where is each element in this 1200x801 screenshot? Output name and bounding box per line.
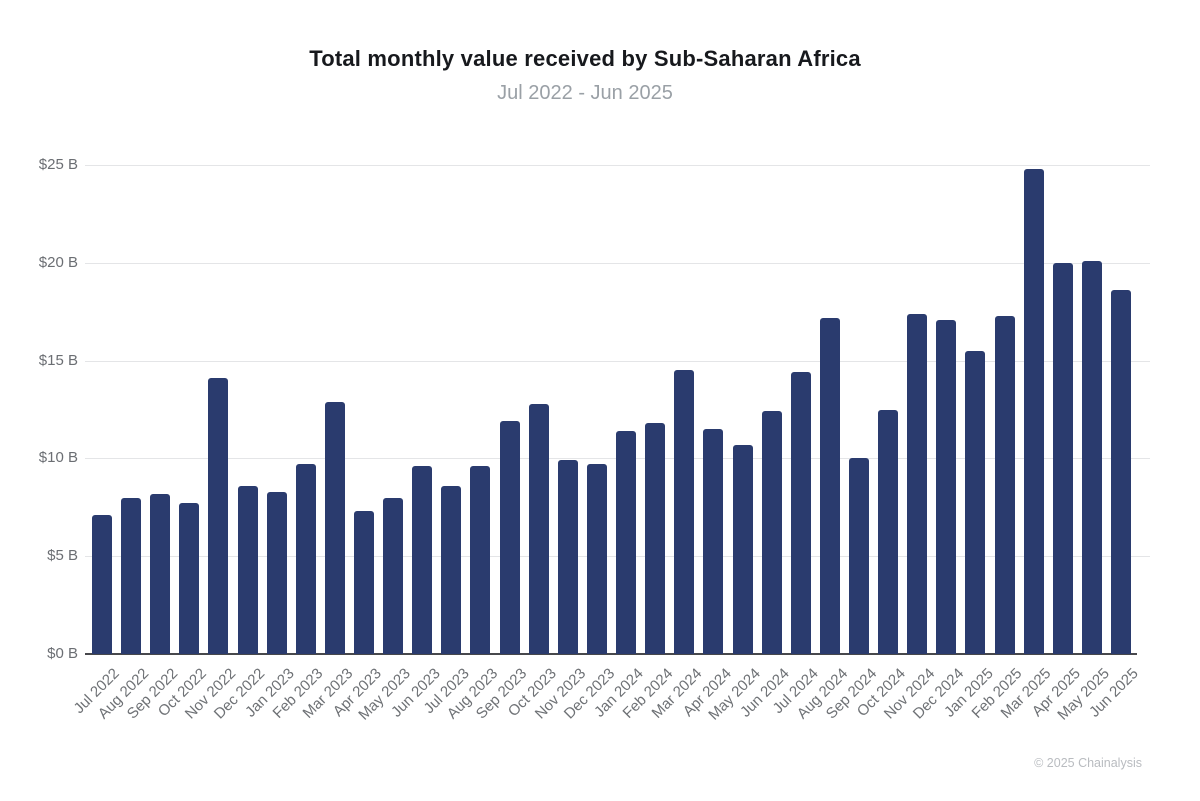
bar-jan-2023	[266, 491, 287, 654]
bar-jun-2024	[761, 411, 782, 654]
y-axis-tick-label: $15 B	[38, 351, 78, 369]
bar-jun-2023	[412, 466, 433, 654]
bar-nov-2023	[557, 460, 578, 654]
bar-sep-2024	[848, 458, 869, 654]
chart-title: Total monthly value received by Sub-Saha…	[309, 46, 861, 71]
y-axis-tick-label: $10 B	[38, 449, 78, 467]
bar-may-2024	[732, 444, 753, 654]
bar-oct-2023	[528, 403, 549, 654]
bar-jun-2025	[1110, 290, 1131, 654]
bar-jul-2023	[441, 485, 462, 654]
bar-feb-2025	[994, 315, 1015, 654]
bar-sep-2023	[499, 421, 520, 654]
bar-jul-2022	[92, 515, 112, 654]
bar-jul-2024	[790, 372, 811, 654]
chart-header: Total monthly value received by Sub-Saha…	[0, 46, 1170, 105]
bar-apr-2024	[703, 429, 724, 654]
bar-mar-2024	[674, 370, 695, 654]
copyright-note: © 2025 Chainalysis	[1034, 756, 1142, 770]
bar-nov-2022	[208, 378, 229, 654]
gridline-15b	[85, 360, 1150, 362]
bar-nov-2024	[907, 313, 928, 654]
bar-mar-2025	[1023, 168, 1044, 654]
gridline-20b	[85, 262, 1150, 264]
y-axis-tick-label: $25 B	[38, 156, 78, 173]
bar-feb-2024	[645, 423, 666, 654]
bar-jan-2025	[965, 350, 986, 654]
bar-mar-2023	[324, 401, 345, 654]
gridline-25b	[85, 165, 1150, 166]
bar-jan-2024	[616, 431, 637, 654]
bar-dec-2024	[936, 319, 957, 654]
bar-apr-2023	[354, 511, 375, 654]
bar-aug-2023	[470, 466, 491, 654]
bar-may-2023	[383, 497, 404, 654]
y-axis-tick-label: $5 B	[47, 547, 78, 565]
bar-may-2025	[1081, 260, 1102, 654]
bar-feb-2023	[295, 464, 316, 654]
bar-oct-2024	[878, 409, 899, 654]
bar-oct-2022	[179, 503, 200, 654]
y-axis-tick-label: $20 B	[38, 253, 78, 271]
bar-aug-2022	[121, 497, 142, 654]
bar-dec-2022	[237, 485, 258, 654]
bar-aug-2024	[819, 317, 840, 654]
bar-dec-2023	[586, 464, 607, 654]
bar-sep-2022	[150, 493, 171, 654]
x-axis-line	[85, 653, 1137, 655]
y-axis-tick-label: $0 B	[47, 645, 78, 662]
bar-apr-2025	[1052, 262, 1073, 654]
chart-subtitle: Jul 2022 - Jun 2025	[497, 82, 673, 104]
